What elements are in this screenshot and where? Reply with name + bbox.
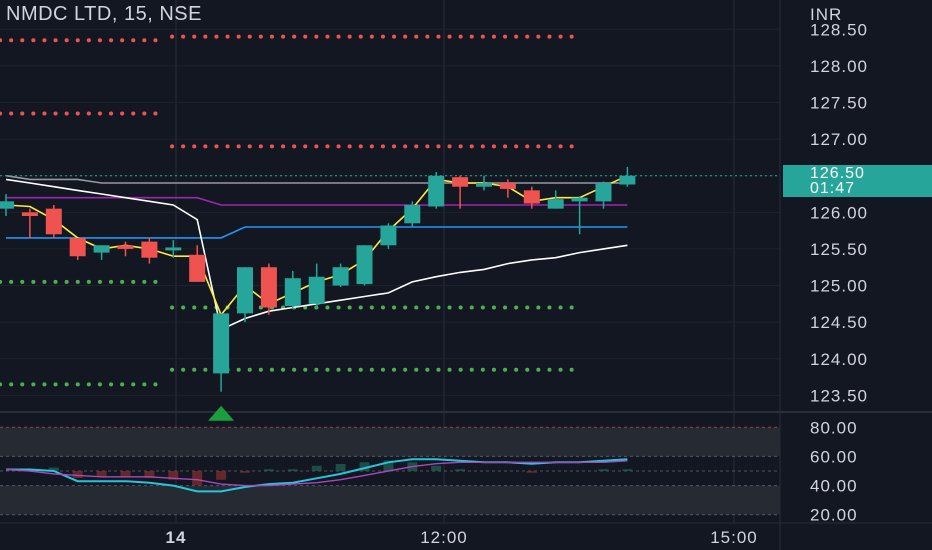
price-tick-label: 123.50 <box>810 386 868 405</box>
bearish-candle <box>45 208 62 235</box>
rsi-oscillator-line <box>6 458 628 493</box>
bullish-candle <box>619 175 636 185</box>
bullish-candle <box>380 225 397 246</box>
price-tick-label: 125.50 <box>810 240 868 259</box>
chart-title: NMDC LTD, 15, NSE <box>6 3 202 25</box>
bullish-candle <box>284 278 301 307</box>
overbought-band <box>0 427 780 457</box>
oscillator-histogram-bar <box>168 471 179 480</box>
bullish-candle <box>404 205 421 224</box>
bearish-candle <box>189 254 206 282</box>
oscillator-histogram-bar <box>216 471 227 480</box>
price-tick-label: 128.50 <box>810 20 868 39</box>
last-price-badge: 126.50 01:47 <box>783 165 932 197</box>
blue-indicator-line <box>6 226 628 239</box>
rsi_signal-oscillator-line <box>5 460 628 487</box>
price-tick-label: 127.00 <box>810 130 868 149</box>
gray-indicator-line <box>5 174 628 184</box>
bearish-candle <box>141 241 158 258</box>
buy-signal-marker <box>208 405 235 421</box>
oscillator-histogram-bar <box>48 467 59 471</box>
oscillator-histogram-bar <box>287 469 298 471</box>
bearish-candle <box>117 245 134 249</box>
oscillator-histogram-bar <box>431 465 442 471</box>
price-tick-label: 127.50 <box>810 94 868 113</box>
oscillator-tick-label: 40.00 <box>810 477 858 496</box>
oscillator-histogram-bar <box>383 460 394 471</box>
oscillator-histogram-bar <box>120 471 131 477</box>
oscillator-histogram-bar <box>192 471 203 485</box>
time-tick-label: 14 <box>166 528 187 547</box>
oscillator-histogram-bar <box>359 462 370 471</box>
oscillator-tick-label: 60.00 <box>810 447 858 466</box>
bearish-candle <box>523 190 540 204</box>
oscillator-histogram-bar <box>622 469 633 471</box>
bearish-candle <box>69 237 86 257</box>
bullish-candle <box>213 313 230 374</box>
oscillator-histogram-bar <box>263 469 274 471</box>
price-tick-label: 126.00 <box>810 203 868 222</box>
oscillator-tick-label: 20.00 <box>810 506 858 525</box>
bullish-candle <box>356 245 373 285</box>
bullish-candle <box>332 267 349 286</box>
oscillator-histogram-bar <box>240 471 250 473</box>
bullish-candle <box>476 183 492 187</box>
oscillator-histogram-bar <box>96 471 107 477</box>
bearish-candle <box>452 177 469 187</box>
oscillator-histogram-bar <box>335 464 346 471</box>
oscillator-histogram-bar <box>311 465 322 471</box>
bullish-candle <box>237 267 253 314</box>
bullish-candle <box>308 276 325 304</box>
oversold-band <box>0 485 780 515</box>
bullish-candle <box>93 245 110 253</box>
price-tick-label: 125.00 <box>810 277 868 296</box>
countdown-label: 01:47 <box>810 180 856 197</box>
currency-label: INR <box>810 5 842 24</box>
oscillator-histogram-bar <box>455 469 466 471</box>
bearish-candle <box>21 212 38 216</box>
bullish-candle <box>165 247 182 251</box>
bullish-candle <box>595 183 612 202</box>
oscillator-histogram-bar <box>598 469 609 471</box>
bullish-candle <box>0 201 14 209</box>
bearish-candle <box>260 267 277 308</box>
oscillator-histogram-bar <box>72 471 83 478</box>
price-tick-label: 124.50 <box>810 313 868 332</box>
oscillator-histogram-bar <box>144 471 155 478</box>
oscillator-histogram-bar <box>526 471 537 473</box>
purple-indicator-line <box>6 196 628 206</box>
price-tick-label: 128.00 <box>810 57 868 76</box>
bullish-candle <box>571 197 588 202</box>
bearish-candle <box>499 183 516 189</box>
oscillator-tick-label: 80.00 <box>810 418 858 437</box>
bullish-candle <box>547 199 564 209</box>
last-price-label: 126.50 <box>810 165 865 182</box>
time-tick-label: 12:00 <box>420 528 468 547</box>
bullish-candle <box>428 175 445 207</box>
time-tick-label: 15:00 <box>710 528 758 547</box>
price-tick-label: 124.00 <box>810 350 868 369</box>
